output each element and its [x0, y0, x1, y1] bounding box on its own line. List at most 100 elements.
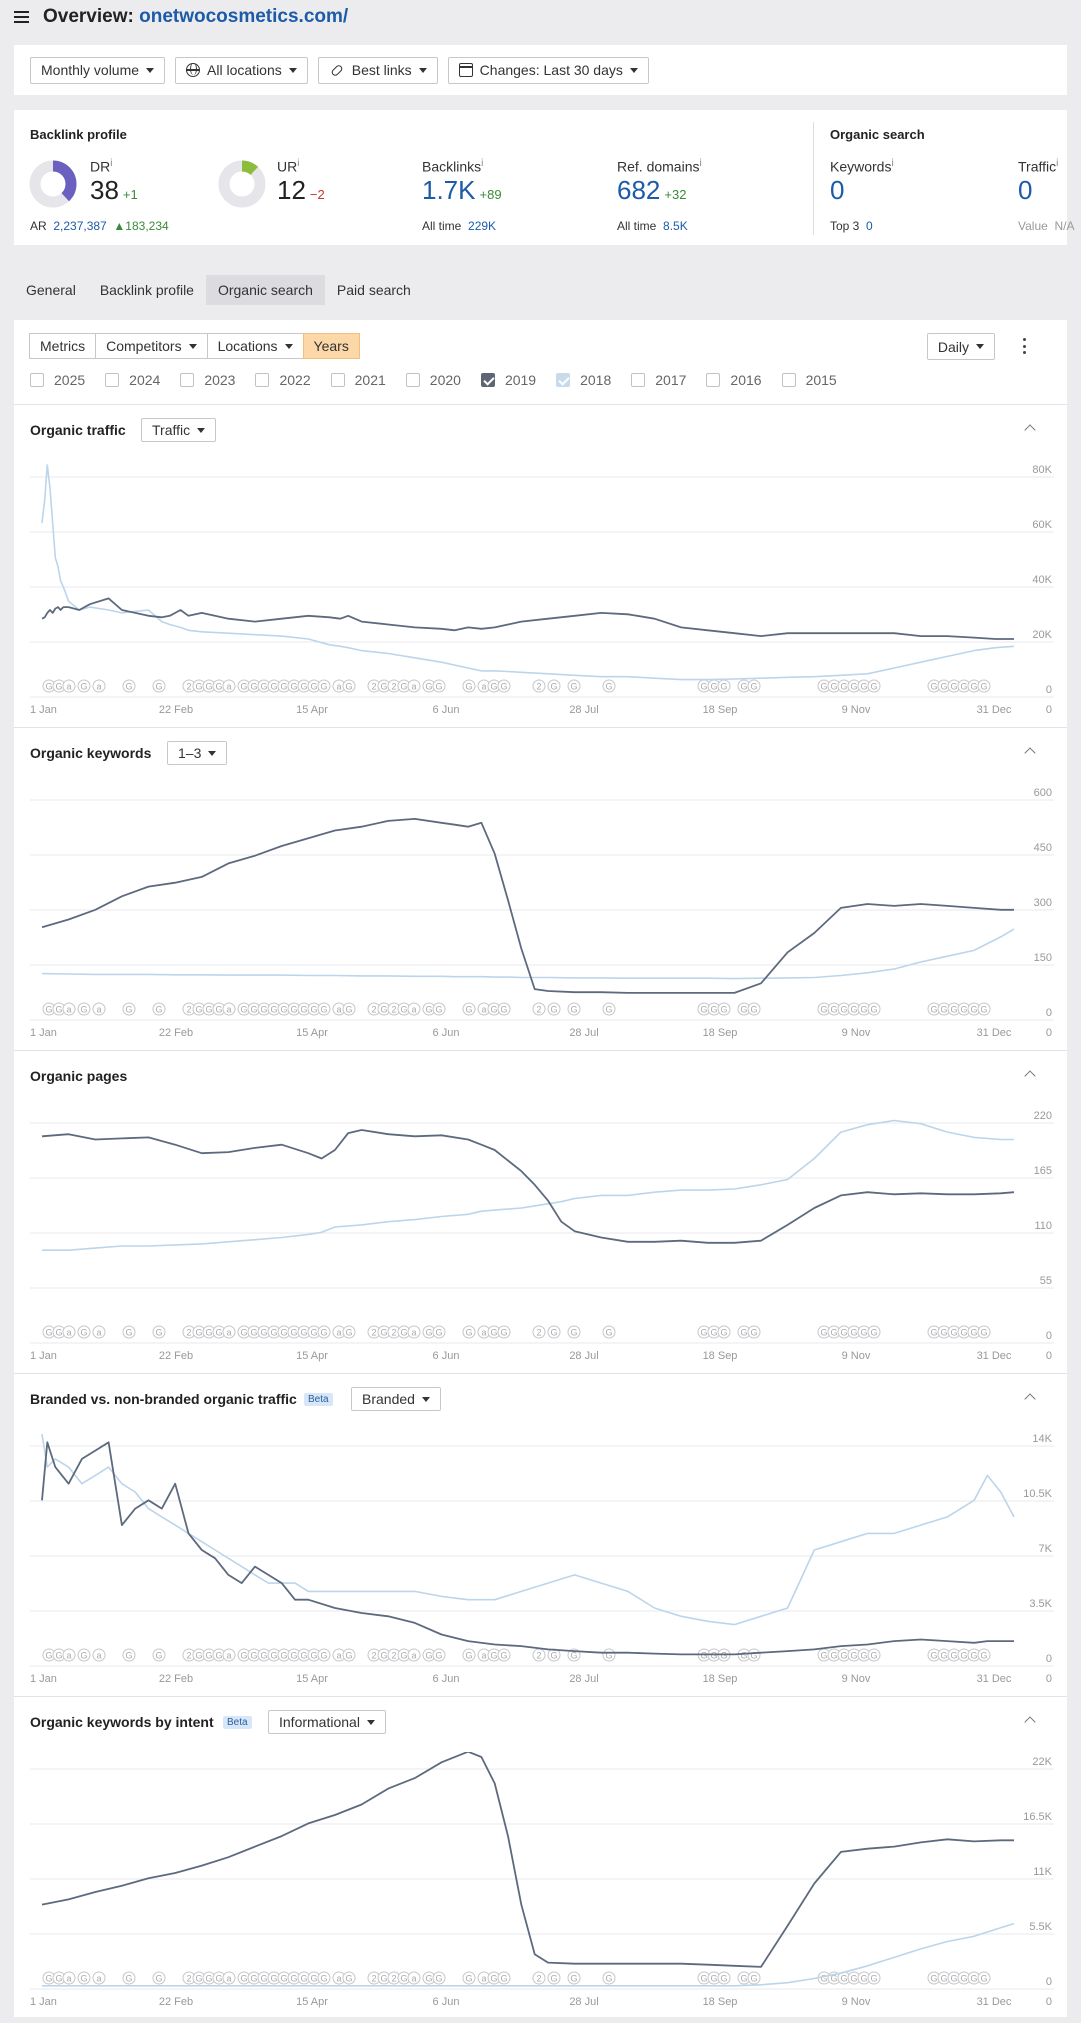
google-update-marker[interactable]: G: [462, 1002, 476, 1016]
google-update-marker[interactable]: G: [432, 1971, 446, 1985]
traffic-metric-dropdown[interactable]: Traffic: [141, 418, 217, 442]
google-update-marker[interactable]: G: [547, 1002, 561, 1016]
google-update-marker[interactable]: G: [967, 1648, 981, 1662]
google-update-marker[interactable]: G: [462, 1971, 476, 1985]
year-checkbox-2023[interactable]: 2023: [180, 372, 235, 388]
google-update-marker[interactable]: G: [212, 1002, 226, 1016]
google-update-marker[interactable]: G: [717, 1325, 731, 1339]
changes-filter-button[interactable]: Changes: Last 30 days: [447, 56, 649, 84]
info-icon[interactable]: i: [1056, 158, 1059, 169]
collapse-chevron-icon[interactable]: [1024, 424, 1036, 436]
google-update-marker[interactable]: G: [52, 679, 66, 693]
google-update-marker[interactable]: G: [497, 679, 511, 693]
google-update-marker[interactable]: G: [697, 1002, 711, 1016]
google-update-marker[interactable]: G: [257, 1002, 271, 1016]
google-update-marker[interactable]: G: [747, 1648, 761, 1662]
year-checkbox-2022[interactable]: 2022: [255, 372, 311, 388]
series-line-2018[interactable]: [42, 1119, 1014, 1251]
google-update-marker[interactable]: G: [602, 1648, 616, 1662]
tab-organic-search[interactable]: Organic search: [205, 275, 325, 305]
series-line-2018[interactable]: [41, 464, 1015, 681]
google-update-marker[interactable]: G: [192, 679, 206, 693]
google-update-marker[interactable]: G: [717, 1002, 731, 1016]
google-update-marker[interactable]: G: [827, 1002, 841, 1016]
google-update-marker[interactable]: G: [342, 1971, 356, 1985]
google-update-marker[interactable]: G: [432, 1002, 446, 1016]
google-update-marker[interactable]: G: [567, 1325, 581, 1339]
google-update-marker[interactable]: a: [407, 1971, 421, 1985]
google-update-marker[interactable]: a: [62, 1648, 76, 1662]
google-update-marker[interactable]: G: [317, 1325, 331, 1339]
google-update-marker[interactable]: G: [602, 1002, 616, 1016]
google-update-marker[interactable]: G: [317, 1648, 331, 1662]
google-update-marker[interactable]: G: [967, 679, 981, 693]
google-update-marker[interactable]: G: [602, 679, 616, 693]
series-line-2019[interactable]: [41, 818, 1014, 994]
google-update-marker[interactable]: a: [407, 1002, 421, 1016]
google-update-marker[interactable]: G: [837, 1325, 851, 1339]
google-update-marker[interactable]: G: [602, 1325, 616, 1339]
google-update-marker[interactable]: G: [77, 1648, 91, 1662]
years-button[interactable]: Years: [302, 333, 360, 359]
locations-button[interactable]: Locations: [206, 333, 304, 359]
google-update-marker[interactable]: 2: [532, 1002, 546, 1016]
google-update-marker[interactable]: G: [717, 679, 731, 693]
google-update-marker[interactable]: G: [497, 1325, 511, 1339]
google-update-marker[interactable]: G: [247, 1002, 261, 1016]
google-update-marker[interactable]: a: [62, 679, 76, 693]
google-update-marker[interactable]: G: [317, 679, 331, 693]
series-line-2019[interactable]: [41, 1441, 1014, 1656]
google-update-marker[interactable]: a: [92, 1002, 106, 1016]
google-update-marker[interactable]: G: [237, 1971, 251, 1985]
google-update-marker[interactable]: G: [747, 679, 761, 693]
google-update-marker[interactable]: G: [867, 679, 881, 693]
intent-dropdown[interactable]: Informational: [268, 1710, 386, 1734]
traffic-value[interactable]: 0: [1018, 174, 1033, 205]
volume-filter-button[interactable]: Monthly volume: [30, 56, 166, 84]
google-update-marker[interactable]: 2: [532, 1325, 546, 1339]
google-update-marker[interactable]: a: [62, 1971, 76, 1985]
domain-link[interactable]: onetwocosmetics.com/: [139, 6, 349, 27]
competitors-button[interactable]: Competitors: [95, 333, 208, 359]
info-icon[interactable]: i: [891, 158, 894, 169]
google-update-marker[interactable]: 2: [532, 1648, 546, 1662]
info-icon[interactable]: i: [481, 158, 484, 169]
google-update-marker[interactable]: G: [277, 679, 291, 693]
google-update-marker[interactable]: a: [62, 1325, 76, 1339]
google-update-marker[interactable]: G: [237, 679, 251, 693]
branded-dropdown[interactable]: Branded: [351, 1387, 441, 1411]
google-update-marker[interactable]: G: [152, 679, 166, 693]
google-update-marker[interactable]: G: [977, 679, 991, 693]
google-update-marker[interactable]: G: [152, 1325, 166, 1339]
google-update-marker[interactable]: G: [947, 1325, 961, 1339]
google-update-marker[interactable]: G: [497, 1648, 511, 1662]
google-update-marker[interactable]: 2: [387, 1971, 401, 1985]
google-update-marker[interactable]: G: [497, 1971, 511, 1985]
google-update-marker[interactable]: G: [397, 1002, 411, 1016]
google-update-marker[interactable]: G: [77, 679, 91, 693]
google-update-marker[interactable]: G: [432, 1648, 446, 1662]
google-update-marker[interactable]: G: [192, 1002, 206, 1016]
collapse-chevron-icon[interactable]: [1024, 1716, 1036, 1728]
google-update-marker[interactable]: G: [867, 1325, 881, 1339]
google-update-marker[interactable]: G: [342, 1002, 356, 1016]
google-update-marker[interactable]: G: [817, 1325, 831, 1339]
google-update-marker[interactable]: G: [927, 1325, 941, 1339]
google-update-marker[interactable]: G: [77, 1971, 91, 1985]
google-update-marker[interactable]: a: [222, 1325, 236, 1339]
google-update-marker[interactable]: G: [747, 1002, 761, 1016]
series-line-2019[interactable]: [41, 1129, 1015, 1244]
series-line-2019[interactable]: [41, 1752, 1014, 1968]
google-update-marker[interactable]: G: [747, 1971, 761, 1985]
year-checkbox-2021[interactable]: 2021: [330, 372, 386, 388]
google-update-marker[interactable]: G: [827, 1648, 841, 1662]
google-update-marker[interactable]: G: [567, 679, 581, 693]
google-update-marker[interactable]: G: [497, 1002, 511, 1016]
google-update-marker[interactable]: G: [122, 679, 136, 693]
google-update-marker[interactable]: G: [42, 1648, 56, 1662]
google-update-marker[interactable]: G: [152, 1002, 166, 1016]
year-checkbox-2015[interactable]: 2015: [781, 372, 837, 388]
google-update-marker[interactable]: a: [407, 1648, 421, 1662]
series-line-2018[interactable]: [42, 1922, 1015, 1987]
google-update-marker[interactable]: a: [62, 1002, 76, 1016]
